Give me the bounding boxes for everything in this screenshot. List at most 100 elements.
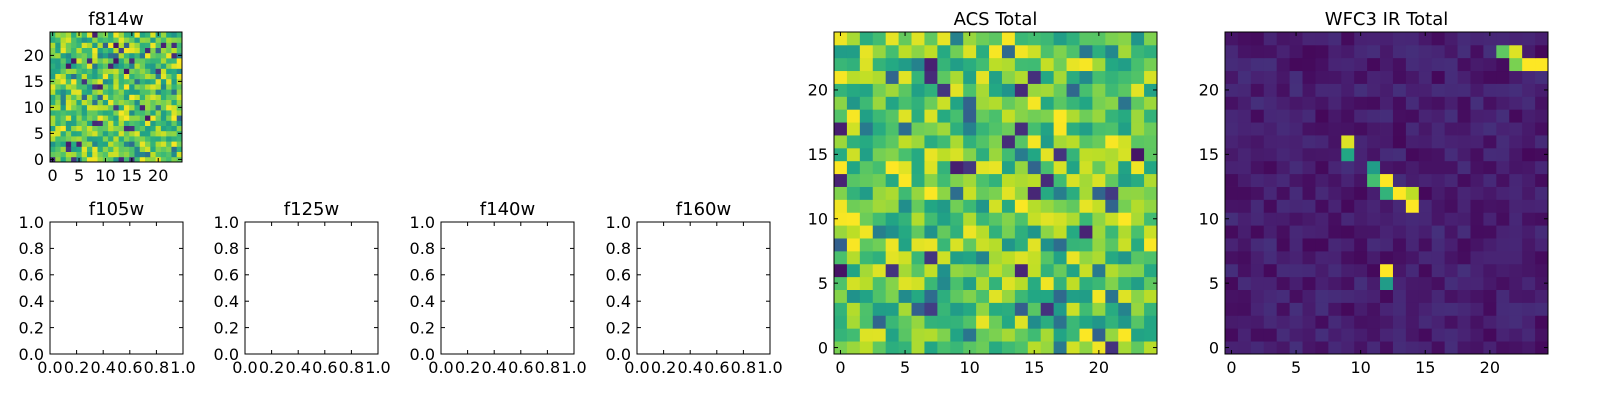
heatmap-cell [872, 276, 887, 290]
heatmap-cell [1302, 160, 1316, 175]
heatmap-cell [859, 212, 874, 226]
heatmap-cell [150, 94, 156, 100]
heatmap-cell [1053, 315, 1067, 329]
heatmap-cell [1118, 238, 1132, 252]
heatmap-cell [86, 110, 93, 116]
heatmap-cell [145, 58, 151, 64]
heatmap-cell [1001, 315, 1016, 329]
heatmap-cell [1131, 250, 1145, 265]
heatmap-cell [1341, 212, 1355, 226]
heatmap-cell [97, 110, 104, 116]
heatmap-cell [1014, 225, 1029, 239]
heatmap-cell [71, 42, 77, 48]
heatmap-cell [166, 37, 172, 43]
heatmap-cell [989, 135, 1003, 149]
y-tick-label: 0.0 [410, 345, 435, 364]
heatmap-cell [123, 42, 130, 48]
heatmap-cell [1418, 302, 1433, 316]
heatmap-cell [1483, 250, 1497, 265]
heatmap-cell [1131, 212, 1145, 226]
heatmap-cell [155, 110, 162, 116]
heatmap-cell [71, 104, 77, 111]
heatmap-cell [1418, 289, 1433, 303]
heatmap-cell [171, 89, 178, 95]
heatmap-cell [65, 37, 72, 43]
heatmap-cell [1483, 57, 1497, 72]
x-tick-label: 20 [1089, 358, 1109, 377]
heatmap-cell [139, 99, 146, 106]
heatmap-cell [1315, 212, 1329, 226]
heatmap-cell [834, 341, 848, 355]
heatmap-cell [1509, 186, 1523, 200]
heatmap-cell [118, 78, 125, 85]
heatmap-cell [1066, 109, 1080, 123]
heatmap-cell [102, 136, 109, 142]
heatmap-cell [86, 115, 93, 121]
heatmap-cell [1405, 328, 1420, 342]
heatmap-cell [1405, 57, 1420, 72]
heatmap-cell [1027, 276, 1042, 290]
heatmap-cell [176, 125, 183, 132]
heatmap-cell [150, 110, 156, 116]
heatmap-cell [1040, 225, 1055, 239]
heatmap-cell [1118, 328, 1132, 342]
heatmap-cell [166, 94, 172, 100]
heatmap-cell [1328, 147, 1342, 162]
heatmap-cell [1092, 44, 1106, 59]
heatmap-cell [129, 73, 135, 80]
heatmap-cell [859, 70, 874, 84]
heatmap-cell [160, 42, 167, 48]
heatmap-cell [92, 47, 98, 54]
heatmap-cell [129, 52, 135, 59]
heatmap-cell [1522, 32, 1536, 46]
heatmap-cell [118, 84, 125, 90]
heatmap-cell [872, 186, 887, 200]
heatmap-cell [1263, 250, 1278, 265]
heatmap-cell [113, 110, 120, 116]
heatmap-cell [1105, 225, 1119, 239]
heatmap-cell [60, 110, 67, 116]
heatmap-cell [1496, 199, 1510, 213]
heatmap-cell [1225, 328, 1239, 342]
heatmap-cell [92, 89, 98, 95]
heatmap-cell [859, 199, 874, 213]
y-tick-label: 1.0 [214, 213, 239, 232]
heatmap-cell [166, 141, 172, 147]
heatmap-cell [1302, 328, 1316, 342]
heatmap-cell [1444, 276, 1458, 290]
heatmap-cell [989, 263, 1003, 278]
heatmap-cell [976, 122, 990, 136]
heatmap-cell [885, 263, 899, 278]
heatmap-cell [1496, 212, 1510, 226]
heatmap-cell [145, 130, 151, 137]
heatmap-cell [859, 341, 874, 355]
heatmap-cell [171, 37, 178, 43]
heatmap-cell [160, 94, 167, 100]
heatmap-cell [129, 125, 135, 132]
heatmap-cell [1431, 135, 1446, 149]
heatmap-cell [118, 104, 125, 111]
heatmap-cell [123, 130, 130, 137]
heatmap-cell [1380, 44, 1394, 59]
heatmap-cell [1315, 238, 1329, 252]
heatmap-cell [65, 125, 72, 132]
heatmap-cell [872, 199, 887, 213]
heatmap-cell [898, 225, 912, 239]
heatmap-cell [171, 130, 178, 137]
heatmap-cell [1118, 289, 1132, 303]
heatmap-cell [950, 302, 964, 316]
heatmap-cell [1066, 32, 1080, 46]
heatmap-cell [155, 151, 162, 158]
heatmap-cell [898, 186, 912, 200]
heatmap-cell [171, 42, 178, 48]
heatmap-cell [160, 99, 167, 106]
heatmap-cell [1535, 328, 1549, 342]
heatmap-cell [1263, 44, 1278, 59]
heatmap-cell [60, 52, 67, 59]
heatmap-cell [1118, 250, 1132, 265]
heatmap-cell [1118, 212, 1132, 226]
heatmap-cell [81, 94, 88, 100]
heatmap-cell [134, 42, 141, 48]
heatmap-cell [872, 263, 887, 278]
heatmap-cell [145, 63, 151, 69]
